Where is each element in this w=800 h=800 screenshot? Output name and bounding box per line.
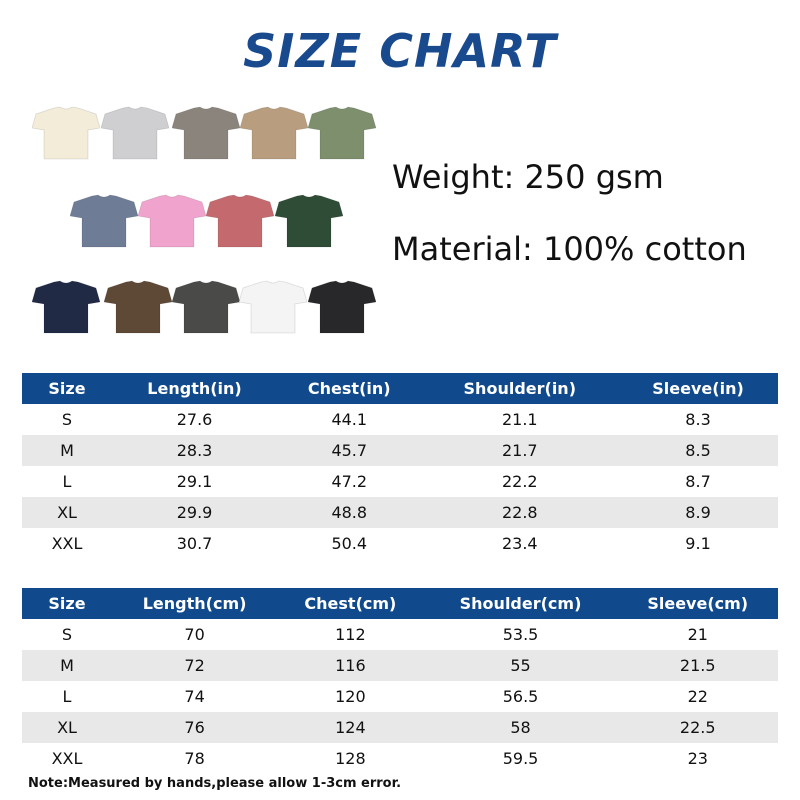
tshirt-swatch bbox=[137, 194, 207, 248]
table-cell: 21.1 bbox=[501, 410, 538, 429]
table-cell: 21.5 bbox=[617, 650, 778, 681]
table-cell: L bbox=[62, 472, 72, 491]
table-cell: 76 bbox=[112, 712, 278, 743]
table-cell: 53.5 bbox=[502, 625, 539, 644]
table-cell: S bbox=[61, 410, 73, 429]
tshirt-swatch bbox=[69, 194, 139, 248]
table-cell: 28.3 bbox=[112, 435, 278, 466]
table-row: M 28.3 45.7 21.7 8.5 bbox=[22, 435, 778, 466]
tshirt-swatch bbox=[239, 106, 309, 160]
table-cell: 23 bbox=[687, 749, 708, 768]
table-row: M 72 116 55 21.5 bbox=[22, 650, 778, 681]
column-header: Sleeve(cm) bbox=[617, 588, 778, 619]
table-cell: 8.5 bbox=[618, 435, 778, 466]
table-cell: 29.1 bbox=[176, 472, 213, 491]
size-table-cm: Size Length(cm) Chest(cm) Shoulder(cm) Sleev… bbox=[22, 588, 778, 774]
table-cell: 8.9 bbox=[618, 497, 778, 528]
table-cell: 44.1 bbox=[331, 410, 368, 429]
column-header: Size bbox=[22, 588, 112, 619]
page-title: SIZE CHART bbox=[243, 24, 557, 78]
table-cell: 124 bbox=[277, 712, 424, 743]
table-row: XL 29.9 48.8 22.8 8.9 bbox=[22, 497, 778, 528]
table-cell: 72 bbox=[112, 650, 278, 681]
tshirt-swatch bbox=[274, 194, 344, 248]
table-cell: 22.2 bbox=[501, 472, 538, 491]
tshirt-swatch bbox=[171, 280, 241, 334]
table-row: L 29.1 47.2 22.2 8.7 bbox=[22, 466, 778, 497]
table-cell: M bbox=[22, 435, 112, 466]
table-cell: XL bbox=[22, 497, 112, 528]
column-header: Chest(in) bbox=[277, 373, 422, 404]
table-cell: 9.1 bbox=[685, 534, 711, 553]
weight-spec: Weight: 250 gsm bbox=[392, 158, 664, 196]
column-header: Sleeve(in) bbox=[618, 373, 778, 404]
table-cell: 128 bbox=[335, 749, 366, 768]
table-cell: 116 bbox=[277, 650, 424, 681]
table-cell: 58 bbox=[423, 712, 618, 743]
table-row: S 70 112 53.5 21 bbox=[22, 619, 778, 650]
tshirt-swatch bbox=[31, 106, 101, 160]
table-cell: 50.4 bbox=[331, 534, 368, 553]
column-header: Size bbox=[22, 373, 112, 404]
table-cell: 21 bbox=[687, 625, 708, 644]
table-cell: 78 bbox=[184, 749, 205, 768]
table-cell: 48.8 bbox=[277, 497, 422, 528]
table-cell: 70 bbox=[184, 625, 205, 644]
tshirt-swatch bbox=[205, 194, 275, 248]
table-cell: M bbox=[22, 650, 112, 681]
table-header: Size Length(cm) Chest(cm) Shoulder(cm) Sleev… bbox=[22, 588, 778, 619]
column-header: Length(in) bbox=[112, 373, 278, 404]
table-row: XXL 30.7 50.4 23.4 9.1 bbox=[22, 528, 778, 559]
tshirt-swatch bbox=[171, 106, 241, 160]
table-cell: 23.4 bbox=[501, 534, 538, 553]
table-row: S 27.6 44.1 21.1 8.3 bbox=[22, 404, 778, 435]
table-cell: 30.7 bbox=[176, 534, 213, 553]
table-cell: 22.5 bbox=[617, 712, 778, 743]
table-cell: S bbox=[61, 625, 73, 644]
tshirt-swatch bbox=[307, 280, 377, 334]
table-row: XL 76 124 58 22.5 bbox=[22, 712, 778, 743]
table-cell: L bbox=[62, 687, 72, 706]
tshirt-swatch bbox=[307, 106, 377, 160]
table-cell: 8.7 bbox=[685, 472, 711, 491]
column-header: Length(cm) bbox=[112, 588, 278, 619]
size-table-inches: Size Length(in) Chest(in) Shoulder(in) Sleev… bbox=[22, 373, 778, 559]
tshirt-swatch bbox=[31, 280, 101, 334]
table-cell: 22 bbox=[687, 687, 708, 706]
table-cell: 21.7 bbox=[421, 435, 619, 466]
table-cell: 27.6 bbox=[176, 410, 213, 429]
table-cell: 55 bbox=[423, 650, 618, 681]
tshirt-swatch bbox=[100, 106, 170, 160]
tshirt-swatch bbox=[103, 280, 173, 334]
table-cell: 59.5 bbox=[502, 749, 539, 768]
table-cell: 74 bbox=[184, 687, 205, 706]
column-header: Shoulder(in) bbox=[421, 373, 619, 404]
table-cell: XL bbox=[22, 712, 112, 743]
column-header: Chest(cm) bbox=[277, 588, 424, 619]
table-cell: 29.9 bbox=[112, 497, 278, 528]
table-cell: 8.3 bbox=[685, 410, 711, 429]
table-row: L 74 120 56.5 22 bbox=[22, 681, 778, 712]
table-cell: 120 bbox=[335, 687, 366, 706]
table-cell: 56.5 bbox=[502, 687, 539, 706]
table-cell: XXL bbox=[51, 534, 83, 553]
table-header: Size Length(in) Chest(in) Shoulder(in) Sleev… bbox=[22, 373, 778, 404]
note: Note:Measured by hands,please allow 1-3c… bbox=[28, 776, 402, 791]
table-cell: 45.7 bbox=[277, 435, 422, 466]
table-row: XXL 78 128 59.5 23 bbox=[22, 743, 778, 774]
table-cell: 22.8 bbox=[421, 497, 619, 528]
table-cell: 112 bbox=[335, 625, 366, 644]
column-header: Shoulder(cm) bbox=[423, 588, 618, 619]
material-spec: Material: 100% cotton bbox=[392, 230, 747, 268]
tshirt-swatch bbox=[238, 280, 308, 334]
table-cell: XXL bbox=[51, 749, 83, 768]
table-cell: 47.2 bbox=[331, 472, 368, 491]
